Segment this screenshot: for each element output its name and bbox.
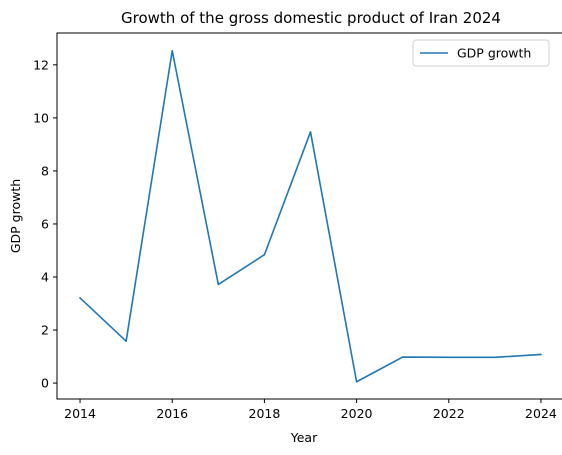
data-point bbox=[401, 356, 404, 358]
plot-frame bbox=[56, 32, 562, 400]
x-tick-label: 2014 bbox=[64, 406, 96, 421]
x-axis-title: Year bbox=[290, 430, 318, 445]
data-point bbox=[355, 380, 358, 383]
y-tick-label: 12 bbox=[33, 57, 49, 72]
x-tick-label: 2016 bbox=[156, 406, 188, 421]
data-point bbox=[217, 283, 220, 286]
x-tick-label: 2020 bbox=[341, 406, 373, 421]
y-tick-label: 0 bbox=[41, 376, 49, 391]
data-point bbox=[263, 253, 266, 256]
x-axis-ticks: 2014 2016 2018 2020 2022 2024 bbox=[64, 399, 557, 421]
series-layer bbox=[79, 49, 542, 383]
data-point bbox=[540, 353, 542, 356]
data-point bbox=[494, 356, 496, 359]
series-line-gdp-growth bbox=[79, 49, 542, 383]
data-point bbox=[171, 49, 174, 52]
y-tick-label: 6 bbox=[41, 216, 49, 231]
x-tick-label: 2024 bbox=[525, 406, 557, 421]
data-point bbox=[309, 131, 312, 133]
y-tick-label: 8 bbox=[41, 163, 49, 178]
y-tick-label: 10 bbox=[33, 110, 49, 125]
y-tick-label: 4 bbox=[41, 270, 49, 285]
legend: GDP growth bbox=[412, 39, 550, 67]
data-point bbox=[125, 340, 127, 342]
chart-title: Growth of the gross domestic product of … bbox=[121, 9, 501, 27]
data-point bbox=[79, 297, 81, 299]
y-tick-label: 2 bbox=[41, 323, 49, 338]
legend-box bbox=[412, 39, 550, 67]
x-tick-label: 2018 bbox=[249, 406, 281, 421]
y-axis-title: GDP growth bbox=[8, 179, 23, 253]
x-tick-label: 2022 bbox=[433, 406, 465, 421]
y-axis-ticks: 0 2 4 6 8 10 12 bbox=[33, 57, 57, 391]
legend-label: GDP growth bbox=[457, 46, 531, 61]
data-point bbox=[447, 356, 450, 359]
